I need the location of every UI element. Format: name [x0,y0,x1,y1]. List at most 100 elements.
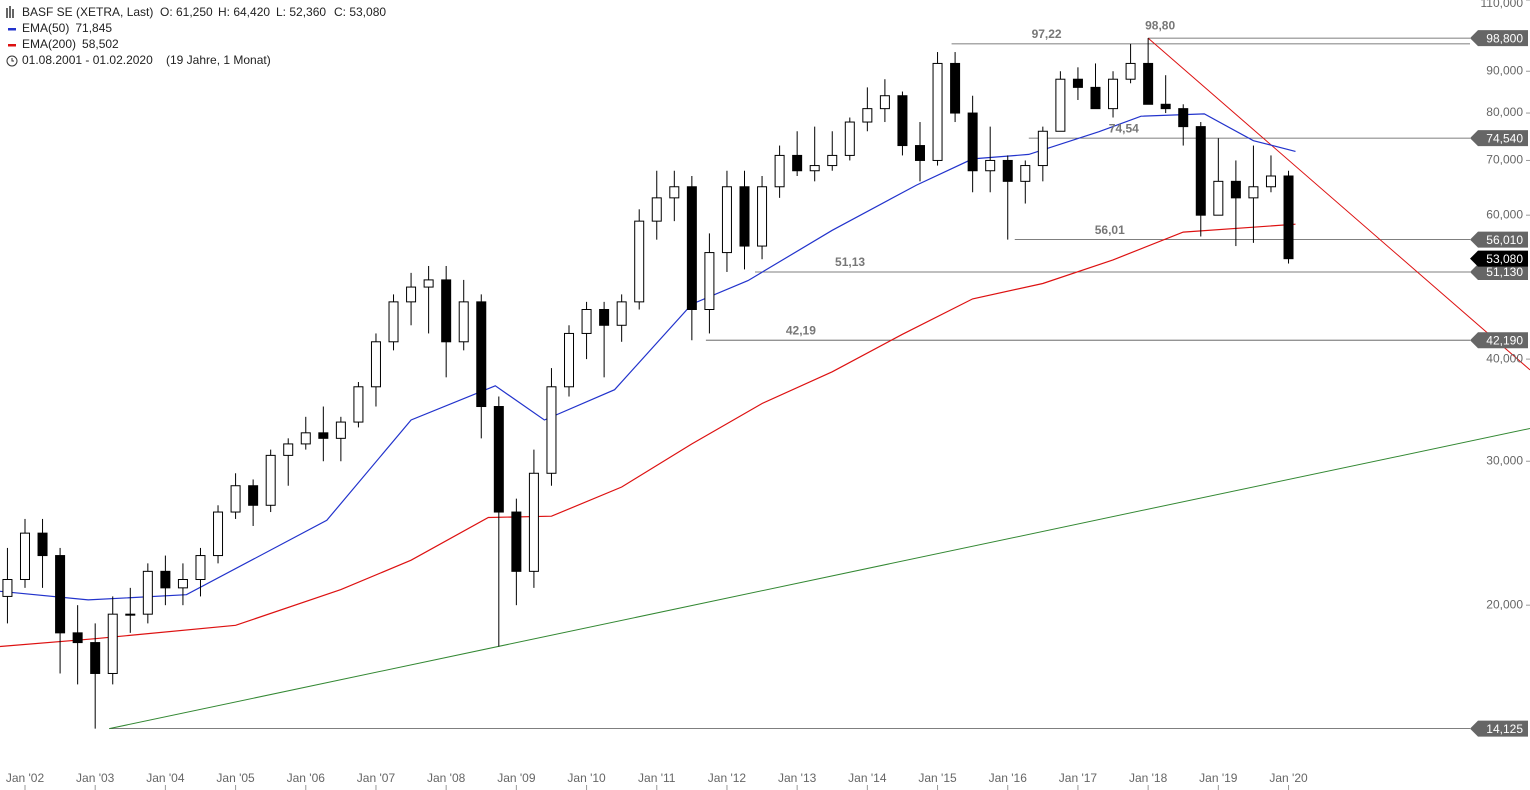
x-tick-label: Jan '04 [146,771,185,785]
candle-body [546,386,557,474]
level-tag [1470,720,1528,737]
last-tag [1470,250,1528,267]
candle-body [1072,78,1083,88]
x-tick-label: Jan '10 [567,771,606,785]
candle-body [792,154,803,172]
x-tick-label: Jan '14 [848,771,887,785]
candle-body [1283,175,1294,260]
candle-body [844,121,855,156]
candle-body [37,532,48,557]
candle-body [142,570,153,615]
candle-body [1265,175,1276,188]
candle-body [90,642,101,674]
chart-title: BASF SE (XETRA, Last) [22,5,153,19]
legend-swatch [8,28,16,31]
x-tick-label: Jan '20 [1269,771,1308,785]
candle-body [423,279,434,288]
level-tag-label: 56,010 [1486,233,1523,247]
candle-body [634,220,645,303]
x-tick-label: Jan '06 [287,771,326,785]
candle-body [581,309,592,334]
y-tick-label: 40,000 [1486,351,1523,365]
level-tag [1470,332,1528,349]
candle-body [107,613,118,674]
candle-body [1020,165,1031,182]
x-tick-label: Jan '08 [427,771,466,785]
candle-body [55,555,66,634]
candle-body [406,286,417,303]
x-tick-label: Jan '16 [989,771,1028,785]
candle-body [265,454,276,506]
y-tick-label: 70,000 [1486,153,1523,167]
candle-body [493,406,504,513]
clock-icon [6,55,18,67]
candle-body [1143,62,1154,105]
y-tick-label: 20,000 [1486,597,1523,611]
candle-body [1125,62,1136,80]
candle-body [2,579,13,597]
candle-body [897,95,908,147]
level-tag [1470,130,1528,147]
candle-body [616,301,627,326]
candle-body [283,443,294,456]
candle-body [985,159,996,172]
level-tag [1470,231,1528,248]
legend-name: EMA(50) [22,21,69,35]
candle-body [1055,78,1066,132]
candle-body [651,197,662,222]
candle-body [1230,180,1241,199]
candle-body [914,145,925,161]
x-tick-label: Jan '05 [216,771,255,785]
candle-body [160,570,171,589]
candle-body [370,341,381,388]
y-tick-label: 110,000 [1481,0,1524,10]
candle-body [441,279,452,343]
legend-value: 58,502 [82,37,119,51]
candle-body [686,186,697,311]
level-note: 74,54 [1109,121,1139,135]
level-note: 56,01 [1095,223,1125,237]
x-tick-label: Jan '18 [1129,771,1168,785]
level-tag-label: 74,540 [1486,131,1523,145]
x-tick-label: Jan '13 [778,771,817,785]
last-tag-label: 53,080 [1486,252,1523,266]
y-tick-label: 60,000 [1486,207,1523,221]
header: BASF SE (XETRA, Last) O: 61,250 H: 64,42… [6,5,386,67]
candle-body [458,301,469,343]
y-tick-label: 80,000 [1486,105,1523,119]
candle-body [599,309,610,326]
candle-body [300,432,311,445]
candle-body [704,252,715,311]
level-tag [1470,263,1528,280]
candle-body [1037,130,1048,167]
candle-body [19,532,30,581]
candle-body [353,386,364,423]
x-tick-label: Jan '09 [497,771,536,785]
candle-body [827,154,838,167]
trend-line [1147,37,1530,371]
level-tag-label: 51,130 [1486,265,1523,279]
candle-body [248,485,259,506]
candle-body [879,95,890,110]
level-note: 42,19 [786,323,816,337]
period-note: (19 Jahre, 1 Monat) [166,53,271,67]
legend-name: EMA(200) [22,37,76,51]
clock-hands [11,58,14,62]
candle-body [335,421,346,439]
candle-body [476,301,487,408]
candle-body [1195,126,1206,216]
candle-body [1108,78,1119,110]
level-tag-label: 14,125 [1486,722,1523,736]
ohlc-open: O: 61,250 [160,5,213,19]
legend-swatch [8,44,16,47]
candle-body [774,154,785,188]
candle-body [213,511,224,557]
candle-body [1178,108,1189,128]
x-tick-label: Jan '19 [1199,771,1238,785]
chart-icon [6,6,14,18]
candle-body [1002,159,1013,182]
x-tick-label: Jan '03 [76,771,115,785]
level-note: 51,13 [835,255,865,269]
candle-body [809,165,820,172]
y-tick-label: 30,000 [1486,453,1523,467]
